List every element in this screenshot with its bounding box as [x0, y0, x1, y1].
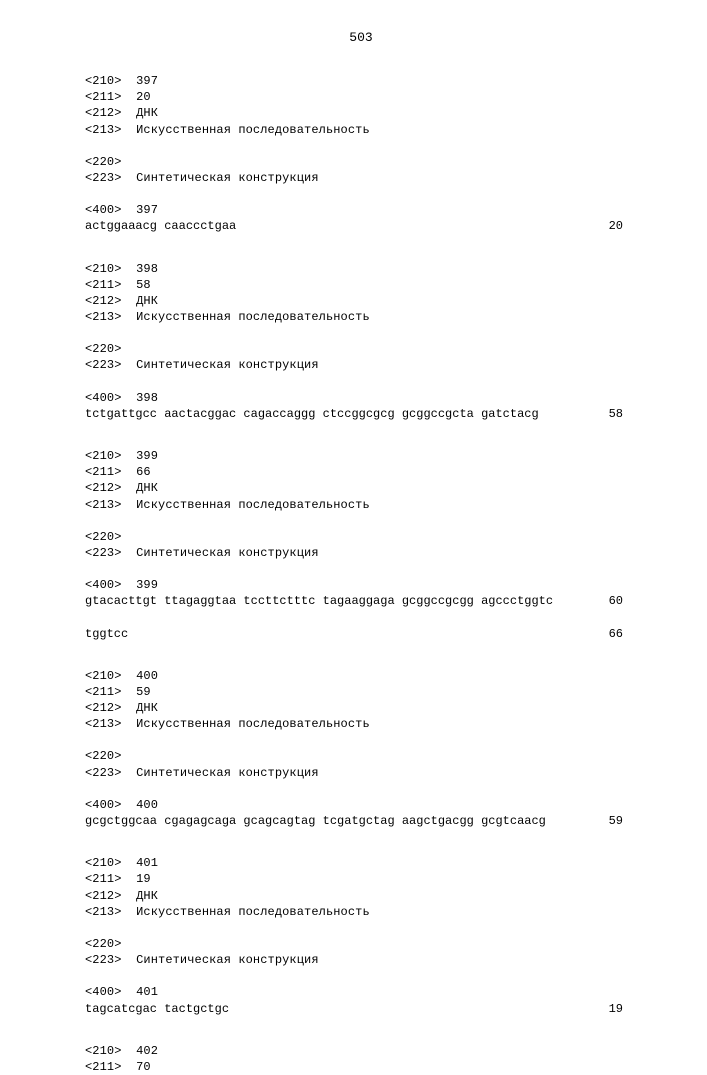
sequence-position: 19 [609, 1001, 637, 1017]
tag-line: <220> [85, 529, 637, 545]
sequence-text: tggtcc [85, 626, 128, 642]
sequence-text: tagcatcgac tactgctgc [85, 1001, 229, 1017]
tag-line: <212> ДНК [85, 480, 637, 496]
sequence-text: gtacacttgt ttagaggtaa tccttctttc tagaagg… [85, 593, 553, 609]
sequence-listing: <210> 397<211> 20<212> ДНК<213> Искусств… [85, 73, 637, 1075]
sequence-row: gcgctggcaa cgagagcaga gcagcagtag tcgatgc… [85, 813, 637, 829]
blank-line [85, 186, 637, 202]
tag-line: <210> 397 [85, 73, 637, 89]
blank-line [85, 138, 637, 154]
blank-line [85, 235, 637, 261]
sequence-position: 20 [609, 218, 637, 234]
tag-line: <211> 70 [85, 1059, 637, 1075]
tag-line: <210> 401 [85, 855, 637, 871]
tag-line: <211> 19 [85, 871, 637, 887]
tag-line: <212> ДНК [85, 293, 637, 309]
sequence-row: gtacacttgt ttagaggtaa tccttctttc tagaagg… [85, 593, 637, 609]
blank-line [85, 325, 637, 341]
tag-line: <400> 398 [85, 390, 637, 406]
tag-line: <213> Искусственная последовательность [85, 497, 637, 513]
tag-line: <210> 399 [85, 448, 637, 464]
blank-line [85, 642, 637, 668]
blank-line [85, 968, 637, 984]
blank-line [85, 829, 637, 855]
blank-line [85, 781, 637, 797]
blank-line [85, 732, 637, 748]
sequence-text: gcgctggcaa cgagagcaga gcagcagtag tcgatgc… [85, 813, 546, 829]
tag-line: <223> Синтетическая конструкция [85, 357, 637, 373]
tag-line: <223> Синтетическая конструкция [85, 952, 637, 968]
tag-line: <220> [85, 341, 637, 357]
tag-line: <211> 58 [85, 277, 637, 293]
sequence-text: tctgattgcc aactacggac cagaccaggg ctccggc… [85, 406, 539, 422]
blank-line [85, 513, 637, 529]
sequence-position: 58 [609, 406, 637, 422]
blank-line [85, 422, 637, 448]
tag-line: <213> Искусственная последовательность [85, 716, 637, 732]
tag-line: <400> 401 [85, 984, 637, 1000]
tag-line: <400> 400 [85, 797, 637, 813]
blank-line [85, 1017, 637, 1043]
tag-line: <211> 20 [85, 89, 637, 105]
page-number: 503 [85, 30, 637, 45]
tag-line: <211> 66 [85, 464, 637, 480]
sequence-row: tctgattgcc aactacggac cagaccaggg ctccggc… [85, 406, 637, 422]
tag-line: <400> 399 [85, 577, 637, 593]
sequence-position: 60 [609, 593, 637, 609]
tag-line: <220> [85, 748, 637, 764]
tag-line: <223> Синтетическая конструкция [85, 765, 637, 781]
tag-line: <223> Синтетическая конструкция [85, 545, 637, 561]
sequence-position: 66 [609, 626, 637, 642]
tag-line: <213> Искусственная последовательность [85, 309, 637, 325]
page-container: 503 <210> 397<211> 20<212> ДНК<213> Иску… [0, 0, 707, 1000]
tag-line: <212> ДНК [85, 700, 637, 716]
sequence-row: tggtcc 66 [85, 626, 637, 642]
tag-line: <210> 398 [85, 261, 637, 277]
blank-line [85, 610, 637, 626]
tag-line: <223> Синтетическая конструкция [85, 170, 637, 186]
tag-line: <211> 59 [85, 684, 637, 700]
blank-line [85, 920, 637, 936]
tag-line: <212> ДНК [85, 888, 637, 904]
tag-line: <210> 402 [85, 1043, 637, 1059]
tag-line: <213> Искусственная последовательность [85, 904, 637, 920]
blank-line [85, 561, 637, 577]
blank-line [85, 374, 637, 390]
tag-line: <210> 400 [85, 668, 637, 684]
sequence-text: actggaaacg caaccctgaa [85, 218, 236, 234]
sequence-position: 59 [609, 813, 637, 829]
tag-line: <213> Искусственная последовательность [85, 122, 637, 138]
tag-line: <212> ДНК [85, 105, 637, 121]
tag-line: <400> 397 [85, 202, 637, 218]
tag-line: <220> [85, 154, 637, 170]
sequence-row: tagcatcgac tactgctgc 19 [85, 1001, 637, 1017]
tag-line: <220> [85, 936, 637, 952]
sequence-row: actggaaacg caaccctgaa 20 [85, 218, 637, 234]
